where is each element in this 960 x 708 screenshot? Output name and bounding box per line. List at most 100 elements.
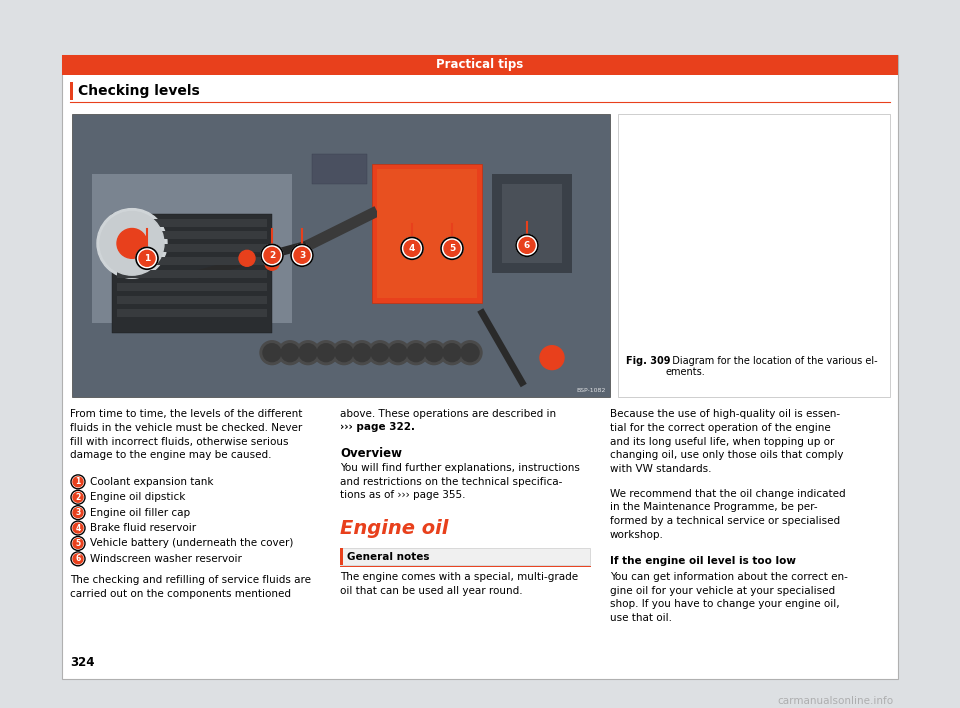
Text: The engine comes with a special, multi-grade
oil that can be used all year round: The engine comes with a special, multi-g… xyxy=(340,572,578,596)
Circle shape xyxy=(71,537,85,550)
Text: Coolant expansion tank: Coolant expansion tank xyxy=(90,477,213,487)
Text: 4: 4 xyxy=(76,523,81,532)
Circle shape xyxy=(519,237,535,253)
Text: carmanualsonline.info: carmanualsonline.info xyxy=(777,697,893,707)
Circle shape xyxy=(389,344,407,362)
Circle shape xyxy=(441,237,463,259)
Text: 6: 6 xyxy=(524,241,530,250)
Circle shape xyxy=(422,341,446,365)
Circle shape xyxy=(139,251,155,266)
Text: 5: 5 xyxy=(449,244,455,253)
Circle shape xyxy=(296,341,320,365)
Circle shape xyxy=(73,554,83,564)
Bar xyxy=(112,214,272,333)
Text: Brake fluid reservoir: Brake fluid reservoir xyxy=(90,523,196,533)
Circle shape xyxy=(317,344,335,362)
Circle shape xyxy=(71,521,85,535)
Circle shape xyxy=(73,508,83,518)
Text: Windscreen washer reservoir: Windscreen washer reservoir xyxy=(90,554,242,564)
Text: 6: 6 xyxy=(76,554,81,564)
Bar xyxy=(62,55,898,74)
Circle shape xyxy=(100,212,164,275)
Circle shape xyxy=(260,341,284,365)
Circle shape xyxy=(264,247,280,263)
Circle shape xyxy=(117,229,147,258)
Text: Engine oil: Engine oil xyxy=(340,518,448,537)
Text: 5: 5 xyxy=(76,539,81,548)
Text: Engine oil dipstick: Engine oil dipstick xyxy=(90,492,185,502)
Text: Vehicle battery (underneath the cover): Vehicle battery (underneath the cover) xyxy=(90,539,294,549)
Text: You will find further explanations, instructions
and restrictions on the technic: You will find further explanations, inst… xyxy=(340,463,580,500)
Text: above. These operations are described in: above. These operations are described in xyxy=(340,409,556,419)
Circle shape xyxy=(353,344,371,362)
Text: 1: 1 xyxy=(76,477,81,486)
Text: 4: 4 xyxy=(409,244,415,253)
Circle shape xyxy=(71,490,85,504)
Text: ››› page 322.: ››› page 322. xyxy=(340,422,415,432)
Circle shape xyxy=(443,344,461,362)
Bar xyxy=(70,82,73,101)
Text: From time to time, the levels of the different
fluids in the vehicle must be che: From time to time, the levels of the dif… xyxy=(70,409,302,460)
Text: 3: 3 xyxy=(76,508,81,517)
Circle shape xyxy=(332,341,356,365)
Text: Engine oil filler cap: Engine oil filler cap xyxy=(90,508,190,518)
Circle shape xyxy=(407,344,425,362)
Bar xyxy=(117,244,267,252)
Bar xyxy=(618,114,890,397)
Text: 324: 324 xyxy=(70,656,94,668)
Text: Overview: Overview xyxy=(340,447,402,460)
Bar xyxy=(117,283,267,291)
Text: 2: 2 xyxy=(269,251,276,260)
Circle shape xyxy=(540,346,564,370)
Circle shape xyxy=(73,492,83,502)
Text: 3: 3 xyxy=(299,251,305,260)
Circle shape xyxy=(458,341,482,365)
Bar xyxy=(372,164,482,303)
Text: BSP-1082: BSP-1082 xyxy=(577,389,606,394)
Circle shape xyxy=(440,341,464,365)
Bar xyxy=(502,184,562,263)
Circle shape xyxy=(386,341,410,365)
Circle shape xyxy=(263,344,281,362)
Circle shape xyxy=(73,523,83,533)
Circle shape xyxy=(97,209,167,278)
Bar xyxy=(377,169,477,298)
Text: Diagram for the location of the various el-
ements.: Diagram for the location of the various … xyxy=(666,355,877,377)
Circle shape xyxy=(291,244,313,266)
Circle shape xyxy=(71,552,85,566)
Bar xyxy=(62,55,898,678)
Circle shape xyxy=(371,344,389,362)
Circle shape xyxy=(71,506,85,520)
Circle shape xyxy=(281,344,299,362)
Bar xyxy=(92,174,292,323)
Bar xyxy=(117,219,267,227)
Text: Fig. 309: Fig. 309 xyxy=(626,355,670,365)
Text: Because the use of high-quality oil is essen-
tial for the correct operation of : Because the use of high-quality oil is e… xyxy=(610,409,844,474)
Circle shape xyxy=(71,475,85,489)
Text: If the engine oil level is too low: If the engine oil level is too low xyxy=(610,556,796,566)
Bar xyxy=(117,309,267,317)
Bar xyxy=(312,154,367,184)
Circle shape xyxy=(444,241,460,256)
Text: 2: 2 xyxy=(76,493,81,502)
Bar xyxy=(117,257,267,266)
Circle shape xyxy=(314,341,338,365)
Bar xyxy=(117,270,267,278)
Circle shape xyxy=(278,341,302,365)
Text: 1: 1 xyxy=(144,253,150,263)
Circle shape xyxy=(350,341,374,365)
Circle shape xyxy=(401,237,423,259)
Bar xyxy=(340,549,590,565)
Bar xyxy=(340,549,343,565)
Circle shape xyxy=(461,344,479,362)
Text: We recommend that the oil change indicated
in the Maintenance Programme, be per-: We recommend that the oil change indicat… xyxy=(610,489,846,539)
Circle shape xyxy=(73,539,83,549)
Bar xyxy=(72,114,610,397)
Circle shape xyxy=(73,477,83,487)
Circle shape xyxy=(404,241,420,256)
Bar xyxy=(117,296,267,304)
Circle shape xyxy=(294,247,310,263)
Text: You can get information about the correct en-
gine oil for your vehicle at your : You can get information about the correc… xyxy=(610,572,848,623)
Circle shape xyxy=(404,341,428,365)
Text: Practical tips: Practical tips xyxy=(437,58,523,71)
